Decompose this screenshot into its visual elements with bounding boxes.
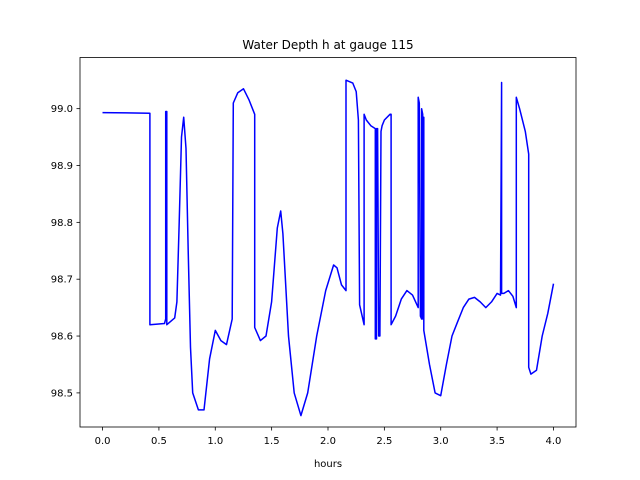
x-tick-label: 2.0 [320,436,336,447]
series-line [102,79,555,417]
x-axis-ticks: 0.0 0.5 1.0 1.5 2.0 2.5 3.0 3.5 4.0 [95,427,562,447]
x-axis-label: hours [314,459,342,470]
y-tick-label: 98.9 [51,161,73,172]
x-tick-label: 0.5 [151,436,167,447]
chart-title: Water Depth h at gauge 115 [242,38,413,52]
x-tick-label: 4.0 [546,436,562,447]
y-axis-ticks: 98.5 98.6 98.7 98.8 98.9 99.0 [51,104,80,399]
y-tick-label: 98.6 [51,332,73,343]
x-tick-label: 2.5 [376,436,392,447]
y-tick-label: 98.5 [51,388,73,399]
y-tick-label: 98.7 [51,275,73,286]
x-tick-label: 3.5 [489,436,505,447]
x-tick-label: 1.0 [207,436,223,447]
x-tick-label: 1.5 [264,436,280,447]
x-tick-label: 0.0 [95,436,111,447]
y-tick-label: 98.8 [51,218,73,229]
y-tick-label: 99.0 [51,104,73,115]
x-tick-label: 3.0 [433,436,449,447]
